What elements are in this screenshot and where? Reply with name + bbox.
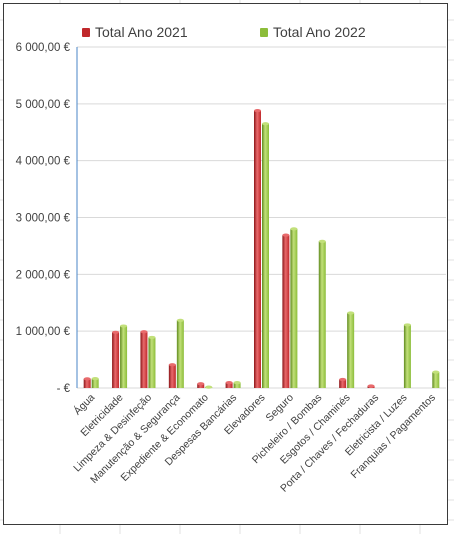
bar-2022-cap: [120, 324, 128, 328]
bar-2022-body: [347, 312, 355, 388]
y-tick-label: 1 000,00 €: [16, 326, 71, 338]
bar-2021[interactable]: [367, 384, 375, 388]
bar-2022[interactable]: [432, 370, 440, 388]
bar-2022-cap: [432, 370, 440, 374]
y-tick-label: 6 000,00 €: [16, 42, 71, 54]
bar-2021[interactable]: [225, 381, 233, 388]
bar-2022-body: [120, 326, 128, 388]
bar-2022-cap: [318, 239, 326, 243]
bar-2021-cap: [367, 384, 375, 388]
x-category-label: Água: [71, 391, 98, 418]
bar-2022[interactable]: [347, 311, 355, 388]
bar-2022-cap: [262, 122, 269, 126]
bar-2022-body: [290, 228, 298, 388]
legend-swatch-2022: [260, 27, 268, 37]
bar-2022-cap: [91, 377, 99, 381]
bar-2021[interactable]: [254, 109, 261, 389]
bar-2021-cap: [254, 109, 261, 113]
bar-2021-cap: [225, 381, 233, 385]
bar-2021-cap: [112, 330, 120, 334]
bar-2022[interactable]: [318, 239, 326, 388]
y-tick-label: 3 000,00 €: [16, 213, 71, 225]
bar-2021-body: [225, 382, 233, 388]
bar-2021-body: [197, 383, 205, 388]
bar-2021-cap: [168, 363, 176, 367]
bar-2021[interactable]: [83, 377, 91, 388]
bar-2021-body: [339, 379, 347, 388]
bar-2022-cap: [347, 311, 355, 315]
bar-2022-body: [91, 378, 99, 388]
bar-2021-body: [112, 332, 120, 388]
legend-entry-2022: Total Ano 2022: [260, 24, 366, 40]
bar-2021-body: [168, 364, 176, 388]
bar-2022-cap: [176, 318, 184, 322]
bar-2022[interactable]: [233, 381, 241, 388]
bar-2021-cap: [197, 382, 205, 386]
bar-2022-cap: [403, 323, 411, 327]
legend-label-2022: Total Ano 2022: [273, 24, 366, 40]
y-tick-label: - €: [57, 383, 71, 395]
legend-entry-2021: Total Ano 2021: [82, 24, 188, 40]
bar-2022[interactable]: [403, 323, 411, 388]
bar-2021-cap: [140, 330, 148, 334]
bar-2021[interactable]: [140, 330, 148, 388]
bar-2022[interactable]: [205, 385, 213, 389]
bar-2021-body: [254, 110, 261, 389]
y-tick-label: 4 000,00 €: [16, 156, 71, 168]
bar-2021-cap: [282, 233, 290, 237]
bar-2022-body: [262, 123, 269, 388]
bar-2022-body: [148, 337, 156, 388]
bar-2022-body: [318, 241, 326, 388]
bar-2021-cap: [83, 377, 91, 381]
bar-2021-body: [83, 378, 91, 388]
bar-2022-body: [403, 324, 411, 388]
bar-2022-cap: [148, 335, 156, 340]
bar-2021-body: [282, 235, 290, 388]
legend-label-2021: Total Ano 2021: [95, 24, 188, 40]
bar-2022[interactable]: [148, 335, 156, 388]
bar-2022-cap: [290, 227, 298, 231]
bar-2022[interactable]: [176, 318, 184, 388]
bar-2022-body: [233, 382, 241, 388]
bar-2021[interactable]: [112, 330, 120, 388]
bar-2022[interactable]: [91, 377, 99, 388]
bar-2021[interactable]: [282, 233, 290, 388]
bar-2021-body: [140, 331, 148, 388]
bar-2021[interactable]: [339, 377, 347, 388]
bar-2022-body: [176, 320, 184, 388]
bar-2021-cap: [339, 377, 347, 382]
bar-2021[interactable]: [197, 382, 205, 388]
legend-swatch-2021: [82, 27, 90, 37]
bar-2022[interactable]: [120, 324, 128, 388]
y-tick-label: 2 000,00 €: [16, 269, 71, 281]
bar-2021[interactable]: [168, 363, 176, 388]
bar-2022-cap: [205, 385, 213, 389]
bar-2022[interactable]: [290, 227, 298, 388]
y-tick-label: 5 000,00 €: [16, 99, 71, 111]
bar-2022-body: [432, 372, 440, 388]
bar-2022-cap: [233, 381, 241, 385]
bar-2022[interactable]: [262, 122, 269, 388]
